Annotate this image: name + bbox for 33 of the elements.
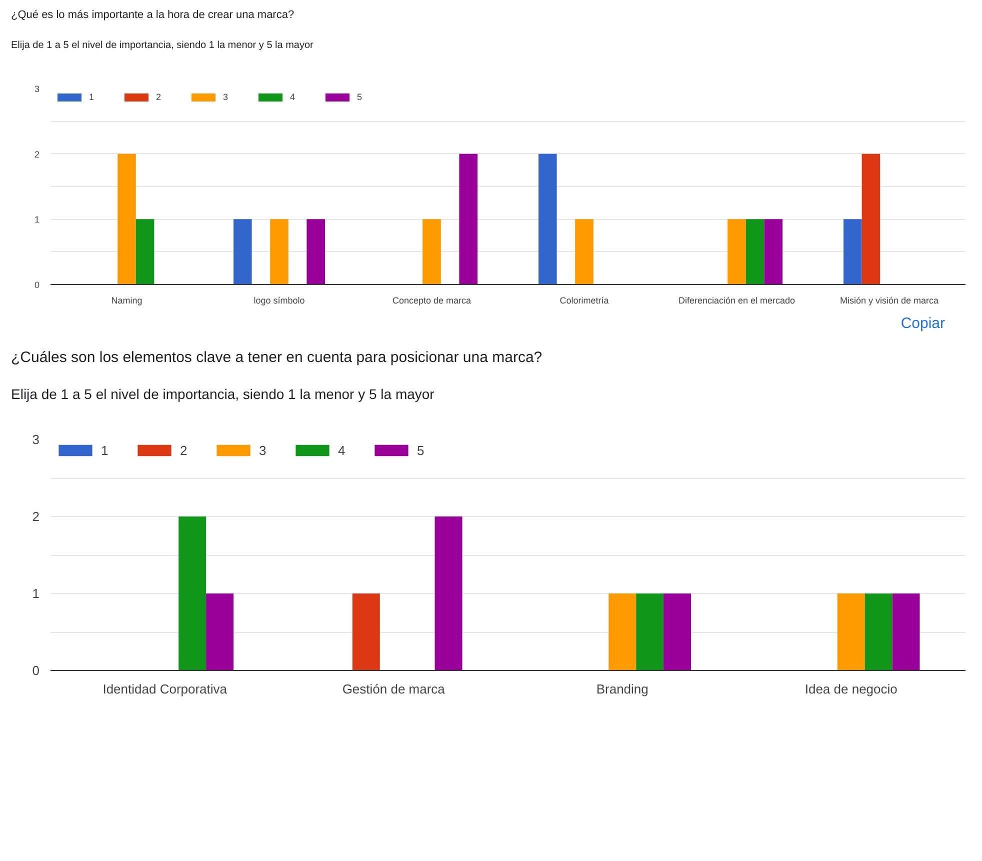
legend-label: 2 (156, 92, 162, 102)
y-tick-label: 0 (32, 662, 40, 678)
legend-label: 2 (180, 442, 188, 458)
y-tick-label: 1 (34, 214, 40, 225)
x-tick-label: Misión y visión de marca (840, 295, 939, 306)
x-tick-label: Concepto de marca (392, 295, 472, 306)
chart-title: ¿Qué es lo más importante a la hora de crear una marca? (11, 8, 294, 23)
legend-label: 5 (417, 442, 426, 458)
legend-label: 3 (223, 92, 230, 102)
x-tick-label: Branding (596, 681, 648, 696)
legend-label: 1 (89, 92, 96, 102)
y-tick-label: 0 (34, 280, 40, 290)
y-tick-label: 3 (34, 84, 40, 94)
y-tick-label: 2 (34, 149, 40, 160)
y-tick-label: 1 (32, 586, 40, 601)
legend-label: 1 (101, 442, 110, 458)
x-tick-label: Naming (111, 295, 142, 306)
x-tick-label: Diferenciación en el mercado (678, 295, 796, 306)
legend-label: 5 (357, 92, 364, 102)
chart-subtitle: Elija de 1 a 5 el nivel de importancia, siendo 1 la menor y 5 la mayor (11, 38, 314, 53)
text: Copiar (900, 314, 945, 334)
legend-label: 3 (259, 442, 268, 458)
legend-label: 4 (290, 92, 296, 102)
y-tick-label: 2 (32, 508, 40, 524)
x-tick-label: Gestión de marca (342, 681, 446, 696)
chart-subtitle: Elija de 1 a 5 el nivel de importancia, siendo 1 la menor y 5 la mayor (11, 384, 434, 404)
x-tick-label: Idea de negocio (804, 681, 898, 696)
x-tick-label: Colorimetría (560, 295, 609, 306)
y-tick-label: 3 (32, 432, 40, 447)
legend-label: 4 (338, 442, 346, 458)
x-tick-label: Identidad Corporativa (102, 681, 228, 696)
x-tick-label: logo símbolo (254, 295, 305, 306)
chart-title: ¿Cuáles son los elementos clave a tener en cuenta para posicionar una marca? (11, 348, 542, 368)
